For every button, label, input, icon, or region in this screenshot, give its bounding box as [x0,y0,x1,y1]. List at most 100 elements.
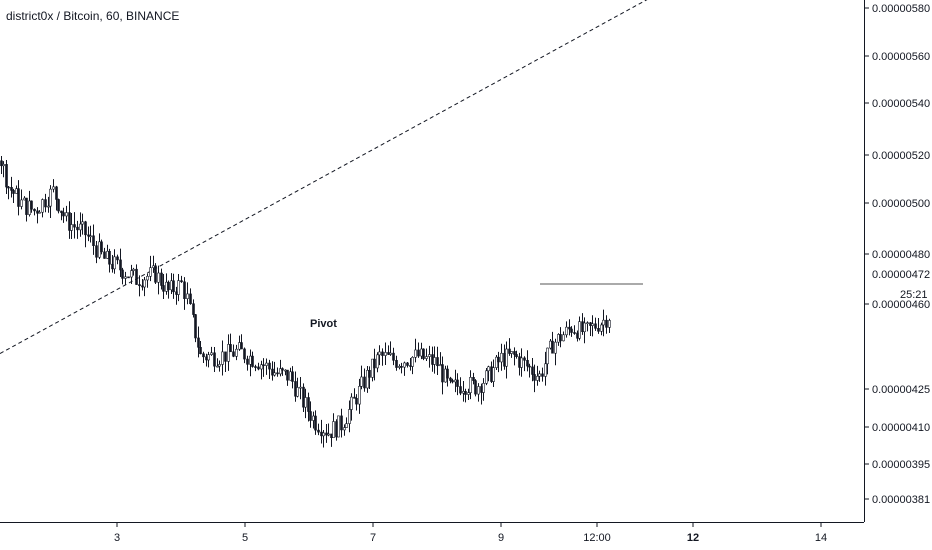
overlay-layer: Pivot [310,318,337,330]
candle-body [538,373,541,377]
time-axis[interactable]: 3 5 7 9 12:00 12 14 [0,522,864,544]
candle-body [366,370,369,389]
dashed-trendline[interactable] [0,0,650,354]
candle [262,358,265,377]
candle [227,334,230,371]
price-tick-label: 0.00000580 [872,3,930,15]
candle [487,365,490,382]
candle-body [170,280,173,291]
candle [608,318,611,333]
candle-body [600,324,603,332]
candle-body [127,276,130,279]
candle-body [568,326,571,330]
candle [57,198,60,214]
candle [132,267,135,276]
candle [249,349,252,377]
candle-body [240,342,243,350]
candle-body [60,210,63,213]
candle [296,377,299,398]
candle [403,361,406,376]
candle [60,210,63,221]
candle-body [95,245,98,258]
candle [251,351,254,368]
candle [565,321,568,338]
candle [562,331,565,342]
trendline-layer[interactable] [0,0,650,354]
candle [320,419,323,444]
candle-body [570,328,573,333]
candle-body [92,235,95,246]
candle-body [138,284,141,287]
candle [192,299,195,318]
candle [395,355,398,371]
candle-body [332,421,335,438]
candle [520,348,523,377]
candle [477,383,480,402]
candle [260,360,263,380]
candle [281,367,284,376]
candle [492,359,495,387]
candle [33,208,36,216]
candle [474,379,477,397]
candle-body [376,354,379,369]
price-tick-label: 0.00000381 [872,494,930,506]
candle-body [505,348,508,367]
candle [600,322,603,336]
candle-body [79,223,82,231]
candle [302,383,305,413]
candle [533,364,536,393]
candle-body [65,212,68,217]
candle [127,276,130,279]
candle-body [49,188,52,207]
candle [199,340,202,355]
candle-body [197,337,200,348]
candle-body [520,357,523,368]
candle [108,248,111,273]
candle [294,371,297,402]
candle-body [317,429,320,433]
pivot-annotation: Pivot [310,318,337,330]
candle-body [451,380,454,383]
candle [197,326,200,358]
price-tick-label: 0.00000500 [872,198,930,210]
candle-body [160,272,163,286]
candle-body [340,415,343,431]
candle-body [218,364,221,367]
candle [583,317,586,344]
candle-body [597,328,600,332]
time-tick-label: 9 [498,532,504,544]
candle-body [177,280,180,295]
candle-body [57,199,60,212]
candle [510,351,513,358]
candle-body [243,348,246,360]
candle-body [260,364,263,370]
candle-body [467,392,470,395]
candle-body [299,386,302,389]
price-axis[interactable]: 0.00000580 0.00000560 0.00000540 0.00000520… [864,0,932,522]
candle-body [371,358,374,378]
candle [20,189,23,210]
candle [232,344,235,358]
candle-body [141,285,144,288]
candle [436,346,439,375]
candle-body [544,363,547,377]
candle [7,185,10,200]
candle-body [400,366,403,368]
candle-body [472,377,475,381]
candle-body [562,334,565,342]
candle-body [291,371,294,382]
candle [138,275,141,297]
candle-body [108,250,111,265]
candle-body [422,348,425,359]
candle-body [464,391,467,395]
candle-body [314,415,317,431]
candle [485,368,488,386]
candle-body [322,432,325,437]
price-tick-label: 0.00000425 [872,384,930,396]
candle [446,365,449,387]
candle [76,220,79,239]
candle [254,364,257,372]
candle-body [17,188,20,207]
